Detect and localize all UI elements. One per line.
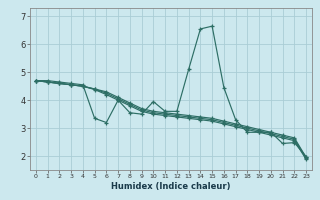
X-axis label: Humidex (Indice chaleur): Humidex (Indice chaleur) xyxy=(111,182,231,191)
